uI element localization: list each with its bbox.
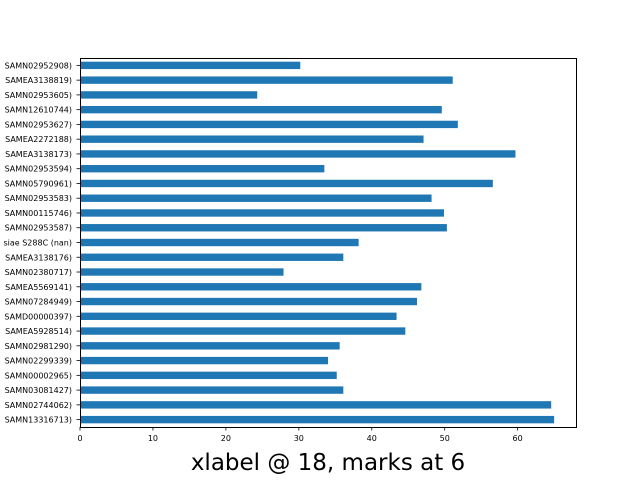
bar: [80, 105, 442, 114]
x-tick-label: 60: [513, 434, 523, 443]
bar: [80, 209, 444, 217]
x-tick-label: 0: [77, 434, 82, 443]
bar: [80, 327, 406, 335]
bar: [80, 91, 258, 99]
y-tick-label: SAMN00002965): [5, 371, 72, 380]
y-tick-label: SAMN03081427): [5, 386, 72, 395]
y-tick-label: SAMEA2272188): [5, 135, 72, 144]
y-tick-label: siae S288C (nan): [3, 239, 72, 248]
y-tick-label: SAMN00115746): [5, 209, 72, 218]
bar: [80, 165, 325, 173]
bar: [80, 76, 453, 84]
bar: [80, 135, 424, 143]
bar: [80, 268, 284, 276]
y-tick-label: SAMN12610744): [5, 106, 72, 115]
y-tick-label: SAMN02981290): [5, 342, 72, 351]
bar: [80, 224, 447, 232]
x-tick-label: 30: [294, 434, 304, 443]
bar: [80, 61, 301, 70]
y-tick-label: SAMN02299339): [5, 357, 72, 366]
y-tick-label: SAMN02952908): [5, 61, 72, 70]
y-tick-label: SAMN02380717): [5, 268, 72, 277]
y-tick-label: SAMN07284949): [5, 298, 72, 307]
bar: [80, 120, 458, 129]
bar: [80, 342, 340, 350]
y-tick-label: SAMEA3138819): [5, 76, 72, 85]
y-tick-label: SAMEA5569141): [5, 283, 72, 292]
x-tick-label: 10: [148, 434, 158, 443]
y-tick-label: SAMD00000397): [4, 312, 72, 321]
y-tick-label: SAMN02953627): [5, 120, 72, 129]
bar: [80, 401, 552, 409]
bars-group: [80, 61, 555, 424]
x-tick-label: 50: [440, 434, 450, 443]
y-tick-label: SAMN02953594): [5, 165, 72, 174]
bar: [80, 179, 493, 188]
bar: [80, 386, 344, 394]
bar: [80, 194, 432, 202]
bar: [80, 238, 359, 247]
bar: [80, 297, 417, 306]
y-tick-label: SAMN13316713): [5, 416, 72, 425]
bar: [80, 283, 422, 291]
x-tick-label: 20: [221, 434, 231, 443]
y-tick-label: SAMEA3138176): [5, 253, 72, 262]
y-tick-label: SAMN02953587): [5, 224, 72, 233]
bar: [80, 415, 555, 424]
y-tick-label: SAMN02744062): [5, 401, 72, 410]
bar: [80, 371, 337, 380]
x-axis-ticks: 0 10 20 30 40 50 60: [77, 427, 523, 443]
y-tick-label: SAMN02953605): [5, 91, 72, 100]
y-tick-label: SAMN02953583): [5, 194, 72, 203]
y-tick-label: SAMEA3138173): [5, 150, 72, 159]
y-tick-label: SAMEA5928514): [5, 327, 72, 336]
bar: [80, 356, 328, 365]
plot-frame: [80, 58, 577, 428]
bar: [80, 253, 344, 261]
x-tick-label: 40: [367, 434, 377, 443]
y-tick-label: SAMN05790961): [5, 179, 72, 188]
y-axis-ticks: SAMN13316713) SAMN02744062) SAMN03081427) S…: [3, 61, 80, 425]
x-axis-label: xlabel @ 18, marks at 6: [191, 450, 465, 476]
bar: [80, 312, 397, 320]
bar: [80, 150, 516, 158]
